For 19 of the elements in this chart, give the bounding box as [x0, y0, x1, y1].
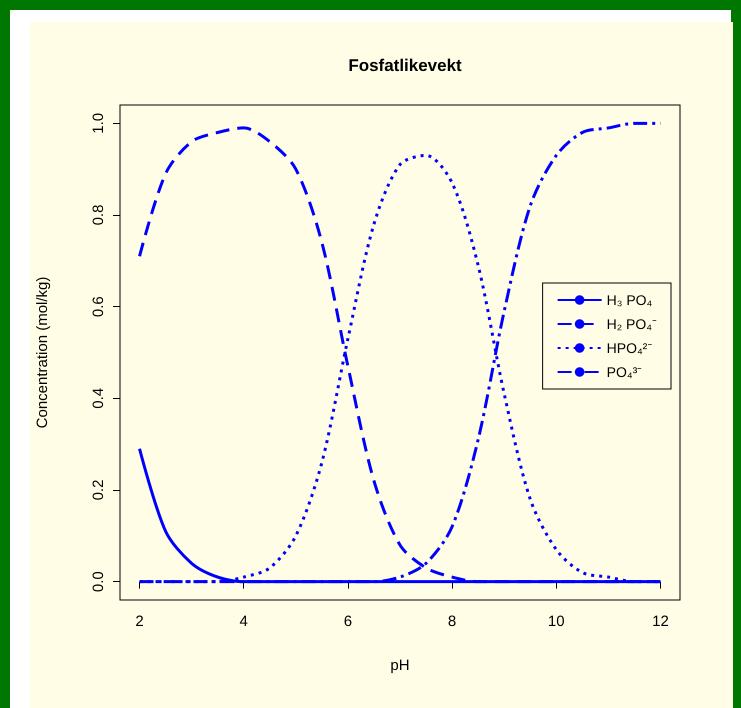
y-tick-label: 0.4 — [90, 388, 107, 409]
legend-label: PO₄³⁻ — [606, 364, 642, 380]
x-tick-label: 8 — [448, 613, 456, 630]
x-tick-label: 12 — [652, 613, 669, 630]
x-tick-label: 6 — [344, 613, 352, 630]
chart-title: Fosfatlikevekt — [348, 56, 462, 75]
y-tick-label: 0.6 — [90, 296, 107, 318]
x-tick-label: 10 — [548, 613, 565, 630]
y-tick-label: 0.2 — [90, 480, 107, 500]
x-axis-title: pH — [390, 657, 410, 674]
y-tick-label: 0.0 — [90, 571, 107, 592]
y-tick-label: 0.8 — [90, 204, 107, 226]
x-tick-label: 2 — [135, 613, 144, 630]
legend-label: HPO₄²⁻ — [606, 340, 652, 356]
y-tick-label: 1.0 — [90, 112, 107, 134]
legend-label: H₂ PO₄⁻ — [606, 316, 658, 332]
legend-label: H₃ PO₄ — [606, 292, 653, 308]
x-tick-label: 4 — [240, 613, 248, 630]
y-axis-title: Concentration (mol/kg) — [34, 276, 51, 428]
